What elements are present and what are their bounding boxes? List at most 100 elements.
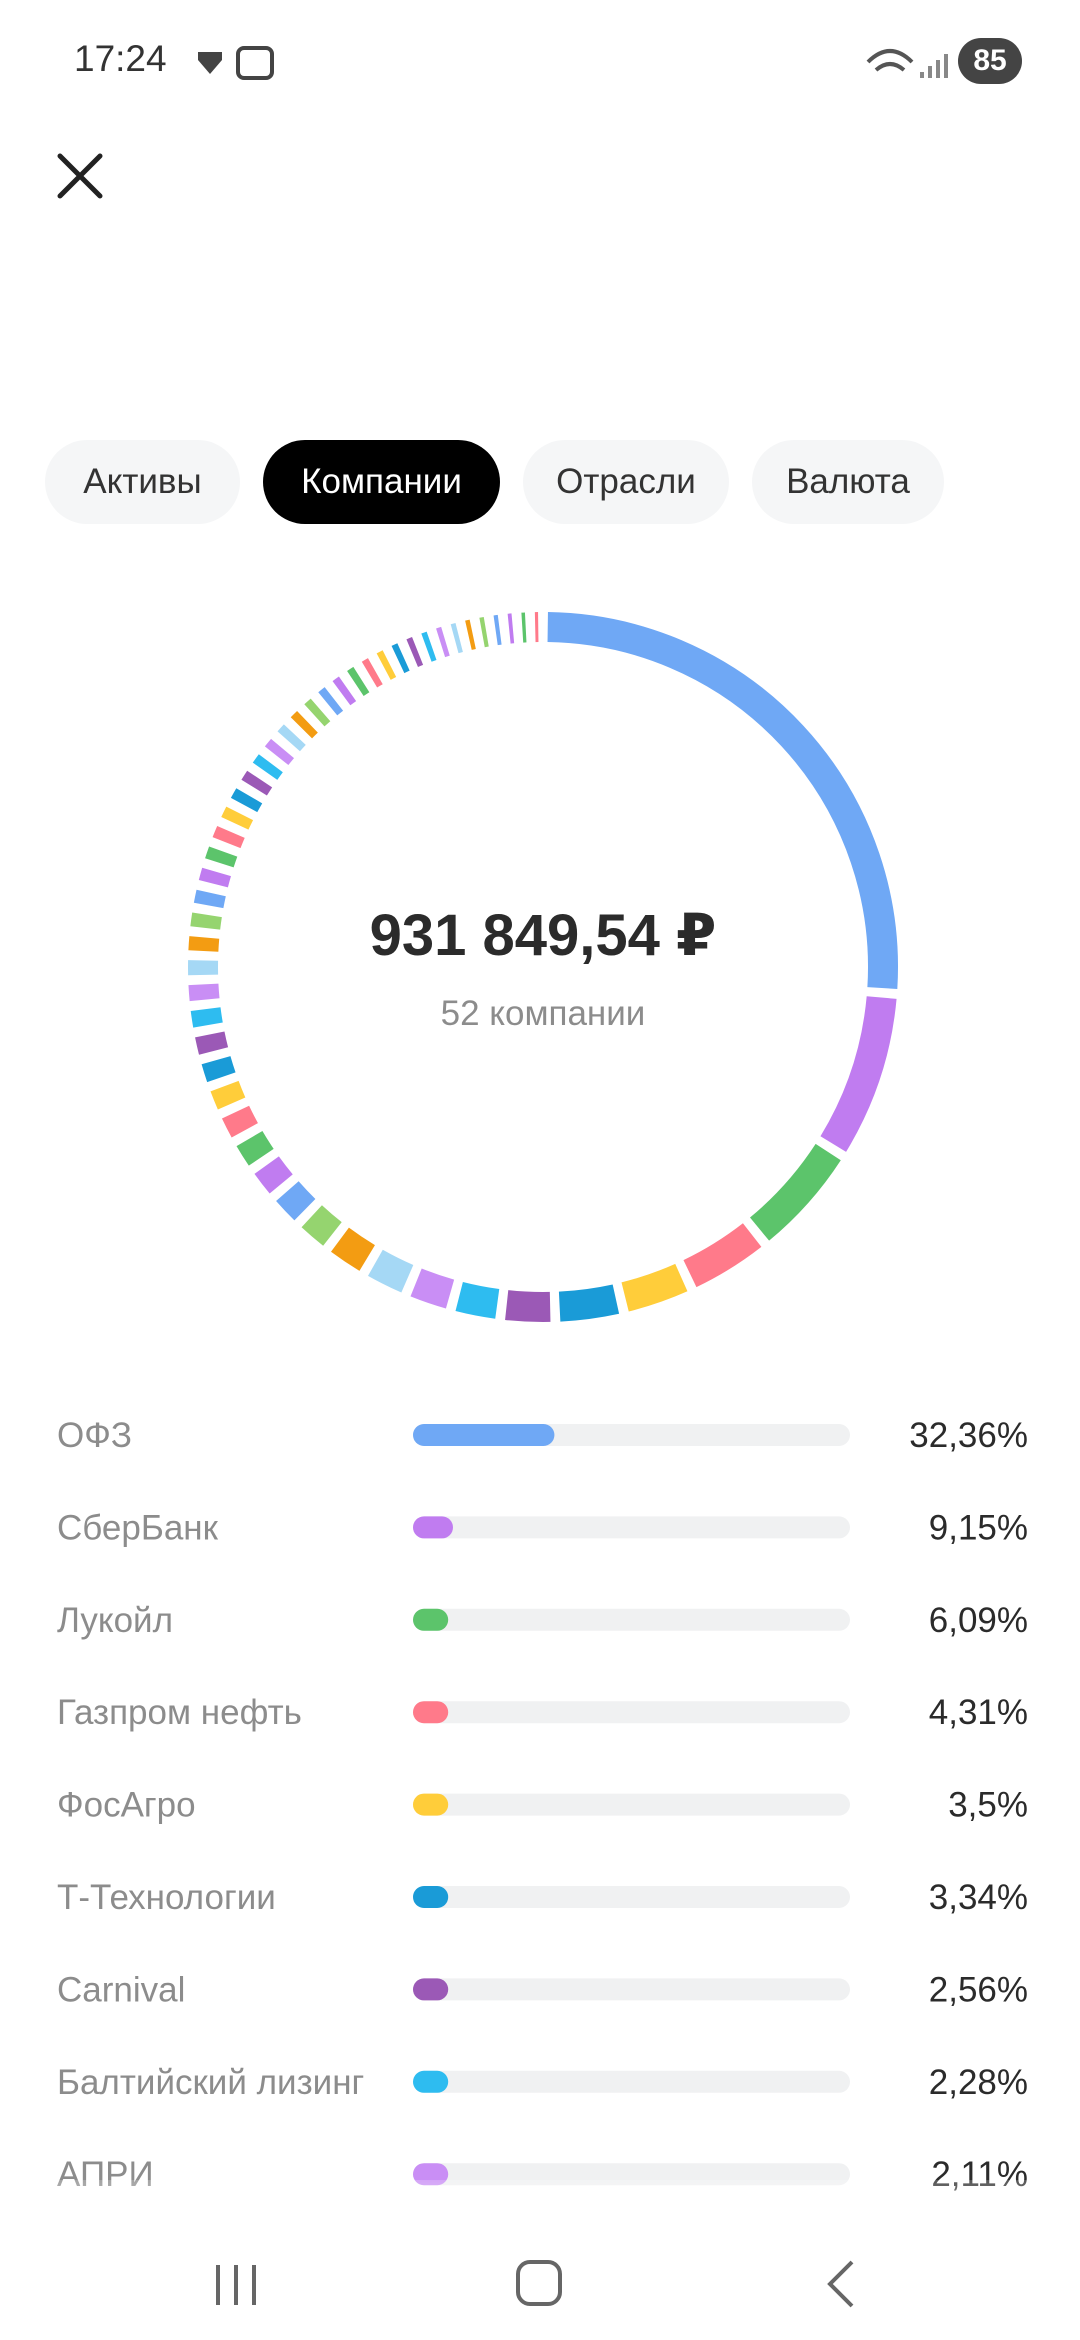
donut-segment [391,643,410,674]
donut-segment [188,936,220,952]
company-name: СберБанк [57,1508,219,1547]
donut-segment [347,666,370,696]
bar-track [413,2163,850,2186]
bar [413,1886,449,1908]
donut-segment [683,1223,762,1288]
donut-segment [190,912,222,930]
bar [413,1424,555,1446]
percent-label: 2,28% [929,2063,1028,2102]
tab[interactable]: Отрасли [523,440,729,524]
donut-segment [361,658,383,688]
donut-segment [198,867,231,888]
donut-segment [241,770,273,796]
close-button[interactable] [57,153,103,199]
donut-segment [332,676,357,706]
donut-segment [301,1205,342,1246]
company-row: Лукойл 6,09% [57,1601,1028,1640]
company-row: ФосАгро 3,5% [57,1786,1028,1825]
donut-segment [221,1105,258,1138]
donut-segment [188,983,220,1002]
company-row: ОФЗ 32,36% [57,1416,1028,1455]
tab[interactable]: Активы [45,440,240,524]
percent-label: 6,09% [929,1601,1028,1640]
donut-segment [193,889,226,909]
donut-segment [621,1263,688,1312]
bar-track [413,1516,850,1539]
portfolio-total: 931 849,54 ₽ [370,903,717,968]
donut-segment [367,1249,414,1293]
donut-segment [505,1290,551,1322]
bar [413,1608,449,1631]
bar [413,1701,449,1724]
donut-segment [212,826,245,849]
bar-track [413,1608,850,1631]
bar [413,1978,449,2001]
donut-segment [318,687,344,716]
signal-icon [920,54,948,78]
status-time: 17:24 [74,38,167,79]
donut-segment [252,754,283,780]
donut-segment [277,724,306,752]
percent-label: 32,36% [909,1416,1028,1455]
donut-segment [376,650,397,680]
tab[interactable]: Компании [263,440,500,524]
status-icon [236,46,274,80]
bar-track [413,1978,850,2001]
company-name: Carnival [57,1970,185,2009]
percent-label: 3,5% [948,1786,1028,1825]
bar [413,1516,453,1539]
tab[interactable]: Валюта [752,440,944,524]
company-row: Т-Технологии 3,34% [57,1878,1028,1917]
donut-segment [221,806,254,830]
company-name: ФосАгро [57,1786,196,1825]
company-row: Газпром нефть 4,31% [57,1693,1028,1732]
donut-segment [421,631,437,662]
donut-segment [558,1284,620,1322]
donut-segment [479,616,489,648]
wifi-icon [866,49,914,72]
bar [413,2163,449,2186]
donut-segment [264,738,295,766]
donut-segment [195,1031,229,1055]
donut-segment [205,846,238,868]
bar [413,1793,449,1816]
donut-segment [331,1227,376,1271]
company-name: Балтийский лизинг [57,2063,364,2102]
company-name: ОФЗ [57,1416,132,1455]
donut-segment [410,1268,455,1309]
donut-segment [406,637,424,668]
donut-segment [290,710,318,739]
donut-segment [455,1281,500,1319]
bottom-fade [0,2180,1080,2340]
percent-label: 3,34% [929,1878,1028,1917]
donut-segment [276,1181,316,1221]
donut-segment [493,614,502,646]
bar-track [413,2070,850,2093]
percent-label: 9,15% [929,1508,1028,1547]
bar-track [413,1793,850,1816]
donut-segment [465,619,476,650]
donut-segment [749,1143,841,1241]
donut-segment [236,1130,274,1166]
donut-segment [820,996,897,1152]
bar [413,2070,449,2093]
bar-track [413,1701,850,1724]
donut-segment [230,788,263,813]
donut-segment [201,1055,236,1083]
percent-label: 2,56% [929,1970,1028,2009]
company-row: Carnival 2,56% [57,1970,1028,2009]
donut-segment [304,698,331,727]
donut-segment [436,626,450,658]
donut-segment [190,1007,223,1028]
percent-label: 4,31% [929,1693,1028,1732]
status-icon [198,52,222,74]
donut-segment [254,1156,293,1194]
portfolio-subtitle: 52 компании [441,994,646,1033]
company-name: Т-Технологии [57,1878,276,1917]
bar-track [413,1886,850,1908]
company-row: Балтийский лизинг 2,28% [57,2063,1028,2102]
battery: 85 [958,38,1022,84]
